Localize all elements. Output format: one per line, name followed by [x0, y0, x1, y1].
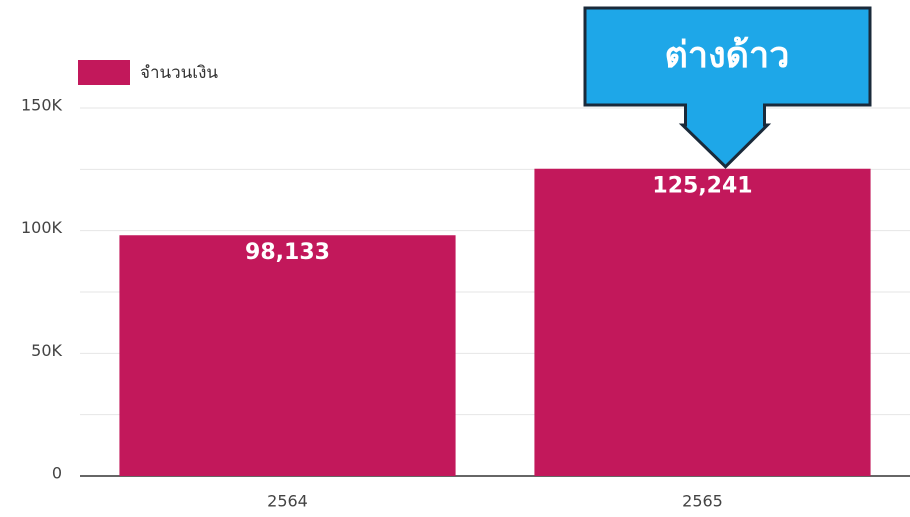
- data-label: 98,133: [245, 240, 330, 265]
- legend-swatch: [78, 60, 130, 85]
- y-tick-label: 50K: [31, 341, 62, 360]
- data-label: 125,241: [652, 174, 752, 199]
- callout: [583, 6, 872, 169]
- y-tick-label: 0: [52, 464, 62, 483]
- bar: [119, 235, 456, 476]
- x-tick-label: 2565: [682, 492, 723, 511]
- x-tick-label: 2564: [267, 492, 308, 511]
- y-tick-label: 150K: [21, 96, 63, 115]
- bar: [534, 168, 871, 477]
- y-tick-label: 100K: [21, 218, 63, 237]
- callout-text: ต่างด้าว: [665, 35, 790, 76]
- legend-label: จำนวนเงิน: [140, 63, 218, 83]
